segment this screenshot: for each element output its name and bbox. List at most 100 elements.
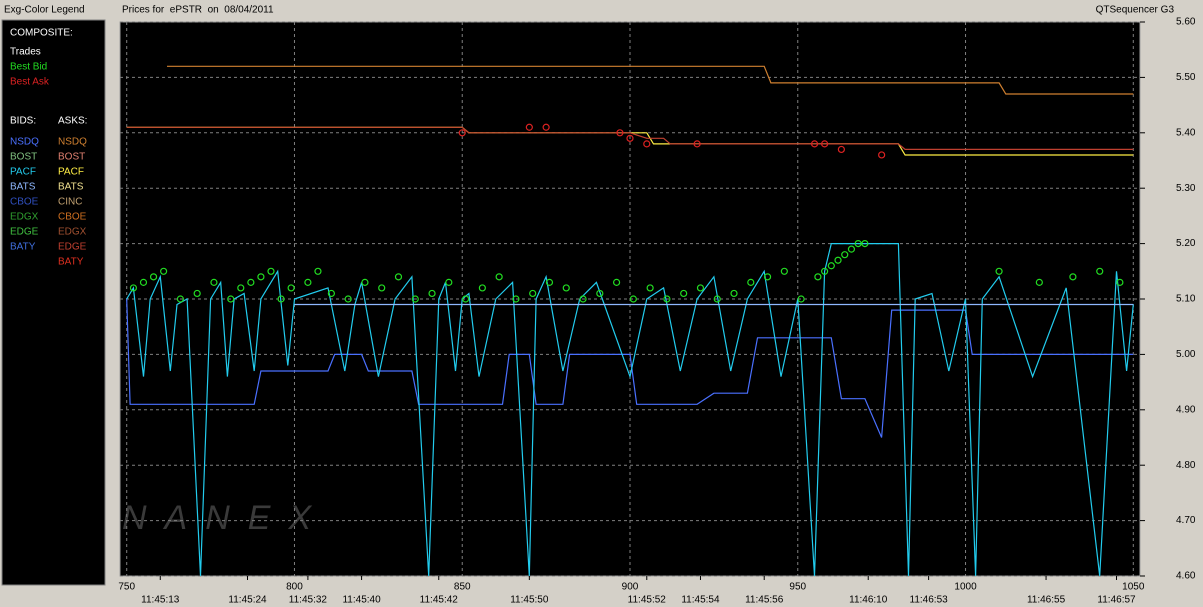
trade-marker <box>878 151 886 159</box>
trade-marker <box>629 295 637 303</box>
trade-marker <box>193 289 201 298</box>
x-tick-label: 900 <box>622 582 639 593</box>
trade-marker <box>529 289 537 298</box>
legend-entry: CBOE <box>58 212 87 223</box>
trade-marker <box>1069 273 1077 281</box>
composite-label: COMPOSITE: <box>10 28 73 39</box>
legend-entry: Best Bid <box>10 62 47 73</box>
trade-marker <box>160 267 168 275</box>
y-tick-label: 5.30 <box>1176 183 1196 194</box>
trade-marker <box>834 256 842 264</box>
trade-marker <box>267 267 275 275</box>
x-tick-label: 750 <box>118 582 135 593</box>
trade-marker <box>545 278 554 286</box>
time-label: 11:45:50 <box>510 595 549 606</box>
trade-marker <box>1035 278 1043 286</box>
trade-marker <box>663 295 671 303</box>
legend-entry: BATY <box>10 242 36 253</box>
legend-entry: EDGE <box>10 227 39 238</box>
time-label: 11:46:55 <box>1027 595 1066 606</box>
trade-marker <box>643 140 651 148</box>
trade-marker <box>411 295 419 303</box>
price-line <box>126 126 1134 150</box>
legend-panel <box>1 19 106 586</box>
trade-marker <box>841 251 849 259</box>
trade-marker <box>149 273 158 281</box>
legend-entry: PACF <box>58 167 84 178</box>
time-label: 11:46:53 <box>910 595 949 606</box>
trade-marker <box>378 284 386 292</box>
trade-marker <box>458 129 466 137</box>
trade-marker <box>626 134 634 142</box>
trade-marker <box>247 278 255 286</box>
trade-marker <box>847 245 856 253</box>
trade-marker <box>1096 267 1104 275</box>
legend-entry: BATS <box>58 182 84 193</box>
y-tick-label: 4.90 <box>1176 404 1196 415</box>
trade-marker <box>314 267 322 275</box>
trade-marker <box>827 262 835 270</box>
trade-marker <box>512 295 520 303</box>
trade-marker <box>304 278 312 286</box>
trade-marker <box>237 284 245 292</box>
y-tick-label: 4.80 <box>1176 460 1196 471</box>
trade-marker <box>445 278 453 286</box>
time-label: 11:45:52 <box>628 595 667 606</box>
legend-entry: EDGX <box>58 227 87 238</box>
legend-entry: BOST <box>10 152 37 163</box>
trade-marker <box>797 295 805 303</box>
trade-marker <box>478 284 486 292</box>
trade-marker <box>139 278 148 286</box>
trade-marker <box>257 273 265 281</box>
trade-marker <box>461 295 470 303</box>
trade-marker <box>821 267 829 275</box>
trade-marker <box>693 140 701 148</box>
trade-marker <box>210 278 218 286</box>
trade-marker <box>616 129 624 137</box>
legend-entry: CINC <box>58 197 82 208</box>
trade-marker <box>394 273 403 281</box>
trade-marker <box>763 273 772 281</box>
trade-marker <box>730 289 738 298</box>
x-tick-label: 850 <box>454 582 471 593</box>
trade-marker <box>1116 278 1124 286</box>
time-label: 11:45:24 <box>228 595 267 606</box>
trade-marker <box>854 240 862 248</box>
trade-marker <box>129 284 138 292</box>
legend-entry: BATS <box>10 182 36 193</box>
legend-entry: CBOE <box>10 197 39 208</box>
trade-marker <box>837 145 845 154</box>
x-tick-label: 950 <box>789 582 806 593</box>
trade-marker <box>680 289 688 298</box>
price-line <box>126 298 1134 438</box>
trade-marker <box>344 295 352 303</box>
trade-marker <box>287 284 295 292</box>
y-tick-label: 5.00 <box>1176 349 1196 360</box>
trade-marker <box>428 289 436 298</box>
trade-marker <box>227 295 235 303</box>
trade-marker <box>495 273 503 281</box>
trade-marker <box>810 140 819 148</box>
legend-entry: PACF <box>10 167 36 178</box>
trade-marker <box>596 289 604 298</box>
trade-marker <box>646 284 654 292</box>
time-label: 11:45:54 <box>681 595 720 606</box>
legend-entry: EDGX <box>10 212 39 223</box>
trade-marker <box>696 284 705 292</box>
y-tick-label: 5.60 <box>1176 17 1196 28</box>
time-label: 11:45:32 <box>289 595 328 606</box>
trade-marker <box>525 123 533 131</box>
trade-marker <box>995 267 1003 275</box>
trade-marker <box>361 278 369 286</box>
x-tick-label: 1000 <box>954 582 977 593</box>
trade-marker <box>713 295 721 303</box>
y-tick-label: 4.60 <box>1176 571 1196 582</box>
trade-marker <box>861 240 869 248</box>
x-tick-label: 1050 <box>1122 582 1145 593</box>
watermark: NANEX <box>122 499 329 537</box>
trade-marker <box>612 278 621 286</box>
x-tick-label: 800 <box>286 582 303 593</box>
app-title: QTSequencer G3 <box>1096 5 1175 16</box>
legend-entry: NSDQ <box>58 137 87 148</box>
